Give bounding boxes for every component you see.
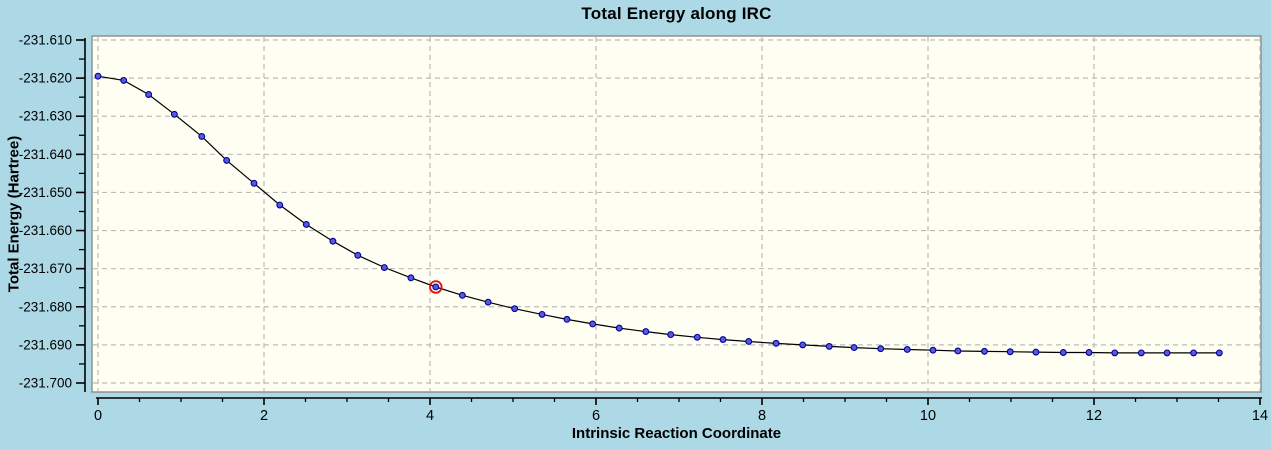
y-tick-label: -231.700 xyxy=(19,376,72,391)
data-point-marker[interactable] xyxy=(94,72,102,80)
data-point-marker[interactable] xyxy=(276,201,284,209)
data-point-marker[interactable] xyxy=(458,291,466,299)
data-point-marker[interactable] xyxy=(589,320,597,328)
data-point-marker[interactable] xyxy=(432,283,440,291)
data-point-marker[interactable] xyxy=(354,251,362,259)
data-point-marker[interactable] xyxy=(538,310,546,318)
data-point-marker[interactable] xyxy=(223,156,231,164)
data-point-marker[interactable] xyxy=(825,342,833,350)
data-point-marker[interactable] xyxy=(407,274,415,282)
data-point-marker[interactable] xyxy=(1190,349,1198,357)
data-point-marker[interactable] xyxy=(693,333,701,341)
data-point-marker[interactable] xyxy=(903,346,911,353)
y-tick-label: -231.690 xyxy=(19,337,72,352)
data-point-marker[interactable] xyxy=(772,339,780,347)
y-tick-label: -231.640 xyxy=(19,147,72,162)
data-point-marker[interactable] xyxy=(642,328,650,335)
data-point-marker[interactable] xyxy=(667,331,675,339)
x-tick-label: 2 xyxy=(260,408,268,424)
data-point-marker[interactable] xyxy=(850,344,858,352)
y-tick-label: -231.610 xyxy=(19,33,72,48)
x-tick-label: 10 xyxy=(920,408,936,424)
data-point-marker[interactable] xyxy=(980,347,988,355)
data-point-marker[interactable] xyxy=(1032,348,1040,356)
data-point-marker[interactable] xyxy=(329,237,337,245)
y-tick-label: -231.660 xyxy=(19,223,72,238)
data-point-marker[interactable] xyxy=(198,132,206,140)
data-point-marker[interactable] xyxy=(484,298,492,306)
data-point-marker[interactable] xyxy=(1085,349,1093,356)
data-point-marker[interactable] xyxy=(1111,349,1119,357)
data-point-marker[interactable] xyxy=(302,221,310,228)
x-tick-label: 0 xyxy=(94,408,102,424)
data-point-marker[interactable] xyxy=(719,336,727,344)
y-tick-label: -231.670 xyxy=(19,261,72,276)
x-axis-label: Intrinsic Reaction Coordinate xyxy=(571,425,782,442)
data-point-marker[interactable] xyxy=(170,110,178,118)
x-tick-label: 14 xyxy=(1252,408,1268,424)
data-point-marker[interactable] xyxy=(1163,349,1171,357)
data-point-marker[interactable] xyxy=(511,305,519,313)
data-point-marker[interactable] xyxy=(1215,349,1223,357)
y-tick-label: -231.620 xyxy=(19,71,72,86)
chart-title: Total Energy along IRC xyxy=(581,4,772,23)
data-point-marker[interactable] xyxy=(380,264,388,271)
data-point-marker[interactable] xyxy=(1137,349,1145,357)
x-tick-label: 4 xyxy=(426,408,434,424)
x-tick-label: 12 xyxy=(1086,408,1102,424)
data-point-marker[interactable] xyxy=(145,91,153,98)
data-point-marker[interactable] xyxy=(615,324,623,332)
x-tick-label: 6 xyxy=(592,408,600,424)
data-point-marker[interactable] xyxy=(799,341,807,349)
data-point-marker[interactable] xyxy=(877,345,885,353)
data-point-marker[interactable] xyxy=(120,76,128,84)
y-tick-label: -231.650 xyxy=(19,185,72,200)
energy-curve xyxy=(97,75,1220,354)
plot-area xyxy=(91,35,1262,393)
y-tick-label: -231.630 xyxy=(19,109,72,124)
highlighted-point-ring xyxy=(429,280,443,294)
data-point-marker[interactable] xyxy=(250,179,258,187)
data-point-marker[interactable] xyxy=(929,346,937,354)
data-point-marker[interactable] xyxy=(1059,349,1067,356)
data-point-marker[interactable] xyxy=(954,347,962,355)
data-point-marker[interactable] xyxy=(1006,348,1014,356)
data-point-marker[interactable] xyxy=(745,338,753,345)
y-tick-label: -231.680 xyxy=(19,299,72,314)
x-tick-label: 8 xyxy=(758,408,766,424)
data-point-marker[interactable] xyxy=(563,315,571,323)
